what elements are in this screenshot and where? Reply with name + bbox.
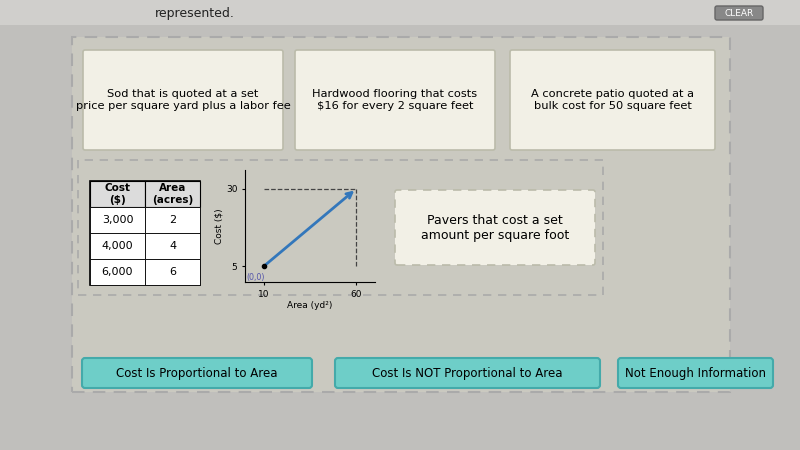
Text: 6: 6 [169,267,176,277]
Bar [72,37,730,392]
Bar [78,160,603,295]
FancyBboxPatch shape [618,358,773,388]
Bar [90,181,200,285]
Text: 2: 2 [169,215,176,225]
Text: Area
(acres): Area (acres) [152,183,193,205]
Text: Cost Is NOT Proportional to Area: Cost Is NOT Proportional to Area [372,366,562,379]
Bar [0,0,800,25]
FancyBboxPatch shape [715,6,763,20]
FancyBboxPatch shape [395,190,595,265]
Bar [90,207,145,233]
Text: Pavers that cost a set
amount per square foot: Pavers that cost a set amount per square… [421,213,569,242]
Text: Not Enough Information: Not Enough Information [625,366,766,379]
FancyBboxPatch shape [82,358,312,388]
Bar [90,259,145,285]
Text: Cost Is Proportional to Area: Cost Is Proportional to Area [116,366,278,379]
Bar [90,181,145,207]
Y-axis label: Cost ($): Cost ($) [214,208,223,244]
Text: (0,0): (0,0) [247,274,266,283]
X-axis label: Area (yd²): Area (yd²) [287,302,333,310]
Text: 4,000: 4,000 [102,241,134,251]
Text: Hardwood flooring that costs
$16 for every 2 square feet: Hardwood flooring that costs $16 for eve… [313,89,478,111]
FancyBboxPatch shape [510,50,715,150]
Text: Cost
($): Cost ($) [105,183,130,205]
Text: represented.: represented. [155,6,235,19]
Text: Sod that is quoted at a set
price per square yard plus a labor fee: Sod that is quoted at a set price per sq… [76,89,290,111]
Text: 3,000: 3,000 [102,215,134,225]
Bar [145,181,200,207]
Text: A concrete patio quoted at a
bulk cost for 50 square feet: A concrete patio quoted at a bulk cost f… [531,89,694,111]
Text: 4: 4 [169,241,176,251]
FancyBboxPatch shape [335,358,600,388]
Text: 6,000: 6,000 [102,267,134,277]
FancyBboxPatch shape [83,50,283,150]
Bar [145,207,200,233]
Bar [145,259,200,285]
FancyBboxPatch shape [295,50,495,150]
Bar [145,233,200,259]
Text: CLEAR: CLEAR [724,9,754,18]
Bar [90,233,145,259]
